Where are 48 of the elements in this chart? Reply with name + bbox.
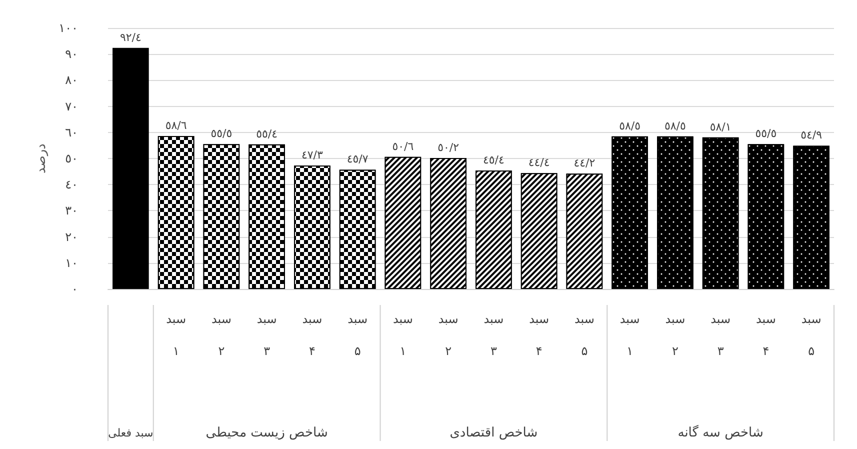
- data-label: ٥٨/٥: [619, 119, 641, 132]
- category-label: سبد ۵: [801, 312, 822, 358]
- category-label: سبد ۴: [529, 312, 550, 358]
- category-label: سبد ۲: [438, 312, 458, 358]
- y-tick-label: ٣٠: [65, 204, 78, 218]
- text: سبد فعلی: [108, 426, 154, 440]
- y-tick-label: ٧٠: [65, 99, 78, 114]
- data-label: ٥٥/٤: [256, 127, 278, 140]
- y-axis-title: درصد: [34, 143, 49, 174]
- text: شاخص سه گانه: [678, 424, 764, 440]
- y-tick-label: ١٠: [65, 256, 78, 270]
- text: شاخص زیست محیطی: [206, 426, 328, 440]
- y-tick-label: ١٠٠: [58, 21, 78, 35]
- y-tick-label: ٢٠: [65, 230, 78, 244]
- data-label: ٥٨/٥: [664, 119, 686, 132]
- data-label: ٤٤/٤: [528, 156, 550, 170]
- data-label: ٥٠/٢: [438, 140, 460, 154]
- data-label: ٥٤/٩: [800, 128, 822, 142]
- data-label: ٥٨/٦: [165, 119, 187, 132]
- category-label: سبد ۳: [256, 312, 277, 358]
- data-label: ٥٥/٥: [210, 127, 232, 140]
- category-label: سبد ۳: [710, 312, 731, 358]
- y-tick-label: ٤٠: [65, 178, 78, 192]
- category-label: سبد ۱: [620, 312, 640, 358]
- category-label: سبد ۵: [574, 312, 594, 358]
- data-label: ٩٢/٤: [120, 30, 142, 44]
- text: شاخص اقتصادی: [450, 426, 538, 440]
- data-label: ٤٥/٤: [482, 154, 504, 167]
- y-tick-label: ٥٠: [65, 152, 78, 166]
- category-label: سبد ۴: [302, 312, 322, 358]
- data-label: ٥٠/٦: [392, 140, 414, 153]
- category-label: سبد ۳: [484, 312, 504, 358]
- data-label: ٤٥/٧: [346, 152, 368, 166]
- category-label: سبد ۵: [348, 312, 368, 358]
- data-label: ٥٥/٥: [755, 127, 777, 140]
- category-label: سبد ۴: [756, 312, 776, 358]
- data-label: ٤٧/٣: [301, 148, 323, 162]
- category-label: سبد ۱: [166, 312, 186, 358]
- y-tick-label: ٨٠: [65, 73, 78, 88]
- category-label: سبد ۲: [665, 312, 686, 358]
- category-label: سبد ۱: [392, 312, 413, 358]
- category-label: سبد ۲: [211, 312, 232, 358]
- data-label: ٤٤/٢: [574, 156, 596, 170]
- bar: [112, 48, 149, 289]
- y-tick-label: ٩٠: [65, 47, 78, 62]
- y-tick-label: ٠: [72, 282, 78, 296]
- data-label: ٥٨/١: [710, 120, 732, 134]
- y-tick-label: ٦٠: [65, 125, 78, 140]
